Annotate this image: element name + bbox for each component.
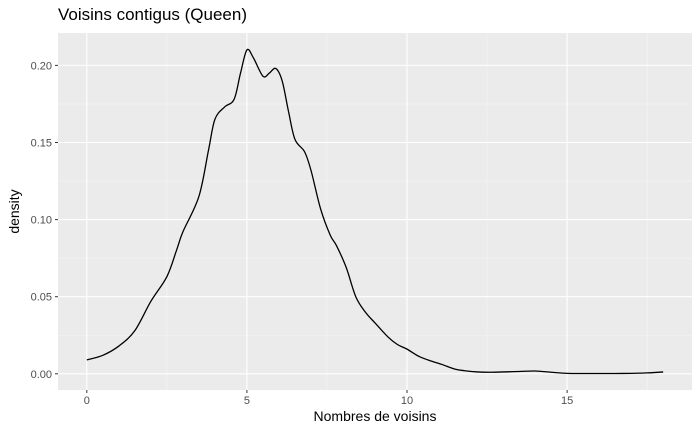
major-gridlines — [58, 33, 692, 390]
y-tick-label: 0.20 — [31, 60, 52, 72]
density-line — [86, 48, 664, 375]
minor-gridlines — [58, 33, 692, 390]
y-tick-label: 0.10 — [31, 215, 52, 227]
y-tick-label: 0.00 — [31, 369, 52, 381]
y-axis-title: density — [6, 189, 22, 233]
x-tick-label: 0 — [84, 395, 90, 407]
x-tick-label: 15 — [561, 395, 573, 407]
y-tick-label: 0.05 — [31, 292, 52, 304]
x-tick-label: 5 — [244, 395, 250, 407]
x-axis-title: Nombres de voisins — [314, 408, 437, 424]
plot-panel — [58, 33, 692, 390]
chart-title: Voisins contigus (Queen) — [58, 5, 247, 24]
y-axis: 0.00 0.05 0.10 0.15 0.20 — [31, 60, 58, 381]
y-tick-label: 0.15 — [31, 137, 52, 149]
x-axis: 0 5 10 15 — [84, 390, 573, 407]
x-tick-label: 10 — [401, 395, 413, 407]
